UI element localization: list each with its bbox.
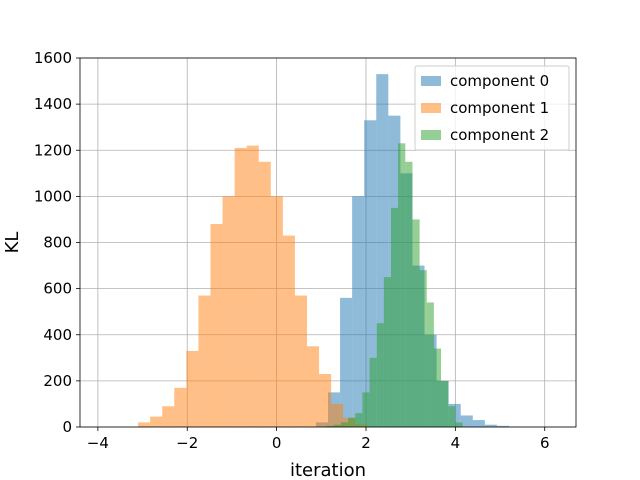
bar-component-1 [270,196,283,427]
bar-component-1 [174,387,187,427]
bar-component-1 [198,295,211,427]
y-tick-label: 1400 [34,95,72,113]
x-axis-label: iteration [290,460,366,480]
legend: component 0 component 1 component 2 [414,65,570,151]
bar-component-0 [460,415,473,427]
bar-component-2 [376,323,384,427]
y-tick-label: 1200 [34,141,72,159]
bar-component-2 [391,207,399,427]
bar-component-1 [186,350,199,427]
bar-component-0 [340,297,353,427]
bar-component-2 [441,380,449,427]
bar-component-1 [222,196,235,427]
bar-component-1 [138,422,151,427]
bar-component-2 [433,348,442,427]
bar-component-2 [412,219,420,427]
legend-box [414,65,570,151]
y-axis-label: KL [2,232,23,254]
bar-component-0 [364,120,377,428]
x-tick-label: 6 [540,434,550,452]
bar-component-0 [496,425,509,427]
bar-component-2 [340,422,349,427]
y-tick-label: 200 [43,372,72,390]
bar-component-1 [246,145,259,427]
y-tick-label: 0 [62,418,72,436]
bar-component-2 [355,413,363,427]
bar-component-2 [369,357,377,427]
bar-component-2 [333,424,341,427]
bar-component-1 [258,161,271,427]
bar-component-2 [348,417,356,427]
x-tick-label: −2 [176,434,198,452]
legend-label-component-2: component 2 [450,126,549,144]
y-tick-label: 1000 [34,187,72,205]
x-tick-label: −4 [87,434,109,452]
x-tick-label: 0 [272,434,282,452]
bar-component-1 [234,147,247,427]
bar-component-0 [484,424,497,427]
y-tick-label: 400 [43,326,72,344]
bar-component-2 [426,302,434,427]
bar-component-2 [455,422,463,427]
bar-component-2 [405,161,413,427]
legend-label-component-1: component 1 [450,99,549,117]
bar-component-2 [383,277,392,427]
bar-component-2 [326,425,334,427]
legend-swatch-component-2 [421,130,441,140]
bar-component-2 [362,392,370,427]
y-tick-label: 600 [43,280,72,298]
bar-component-1 [210,224,223,427]
bar-component-2 [398,143,406,428]
legend-swatch-component-0 [421,76,441,86]
legend-swatch-component-1 [421,103,441,113]
bar-component-0 [472,420,485,427]
y-tick-label: 1600 [34,49,72,67]
bar-component-1 [150,416,163,427]
legend-label-component-0: component 0 [450,72,549,90]
x-tick-label: 4 [451,434,461,452]
bar-component-1 [282,235,295,427]
bar-component-1 [294,295,307,427]
bar-component-2 [448,406,456,427]
bar-component-1 [331,403,344,427]
x-tick-label: 2 [361,434,371,452]
axis-ticks: −4 −2 0 2 4 6 0 200 400 600 800 1000 1200 1400 1600 [34,49,550,452]
histogram-bars [138,74,522,428]
bar-component-0 [352,196,365,427]
bar-component-1 [162,406,175,427]
bar-component-2 [419,270,427,427]
bar-component-1 [306,346,320,427]
bar-component-1 [319,373,332,427]
y-tick-label: 800 [43,234,72,252]
